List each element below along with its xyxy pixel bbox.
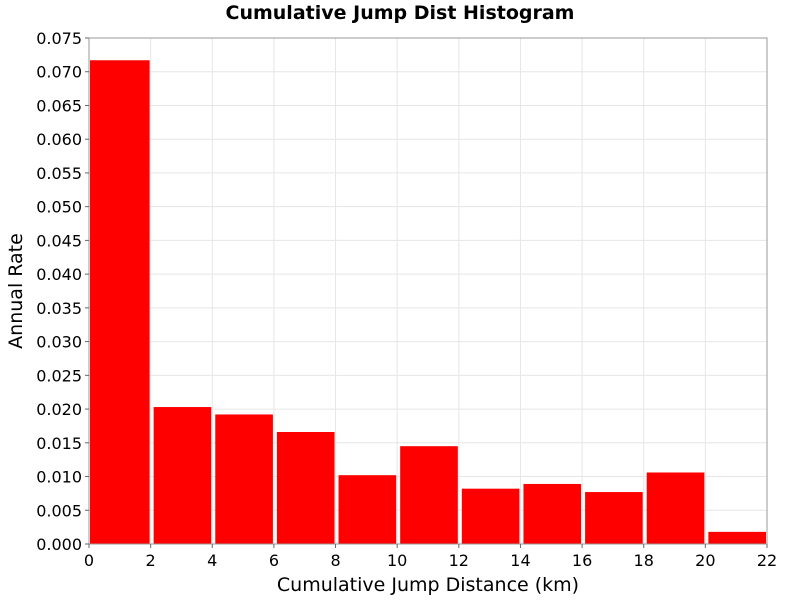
x-tick-label: 10 [387, 551, 407, 570]
x-tick-label: 16 [572, 551, 592, 570]
y-tick-label: 0.060 [36, 130, 82, 149]
histogram-bar [646, 472, 705, 544]
histogram-bar [276, 432, 335, 544]
y-tick-label: 0.005 [36, 501, 82, 520]
histogram-bar [153, 407, 212, 544]
histogram-bar [338, 475, 397, 544]
x-tick-label: 4 [207, 551, 217, 570]
x-tick-label: 8 [330, 551, 340, 570]
x-tick-label: 22 [757, 551, 777, 570]
y-axis-label: Annual Rate [5, 233, 27, 349]
histogram-bar [215, 414, 273, 544]
histogram-bar [523, 483, 582, 544]
x-axis-label: Cumulative Jump Distance (km) [277, 574, 579, 596]
x-tick-label: 18 [634, 551, 654, 570]
y-tick-label: 0.015 [36, 434, 82, 453]
x-tick-label: 0 [84, 551, 94, 570]
chart-title: Cumulative Jump Dist Histogram [225, 2, 575, 24]
x-tick-label: 2 [146, 551, 156, 570]
y-tick-label: 0.010 [36, 468, 82, 487]
y-tick-label: 0.055 [36, 164, 82, 183]
y-tick-label: 0.050 [36, 198, 82, 217]
y-tick-label: 0.035 [36, 299, 82, 318]
y-tick-label: 0.040 [36, 265, 82, 284]
bars [90, 60, 766, 544]
y-tick-label: 0.020 [36, 400, 82, 419]
x-tick-label: 20 [695, 551, 715, 570]
x-tick-label: 14 [510, 551, 530, 570]
histogram-bar [461, 488, 520, 544]
x-axis-ticks: 0 2 4 6 8 10 12 14 16 18 20 22 [84, 544, 777, 570]
y-tick-label: 0.030 [36, 333, 82, 352]
y-tick-label: 0.045 [36, 231, 82, 250]
histogram-bar [90, 60, 150, 544]
x-tick-label: 6 [269, 551, 279, 570]
y-tick-label: 0.000 [36, 535, 82, 554]
histogram-bar [585, 492, 643, 544]
y-tick-label: 0.025 [36, 366, 82, 385]
x-tick-label: 12 [449, 551, 469, 570]
plot-frame [88, 37, 768, 545]
y-tick-label: 0.070 [36, 63, 82, 82]
histogram-bar [708, 531, 766, 544]
y-axis-ticks: 0.000 0.005 0.010 0.015 0.020 0.025 0.030 0.035… [36, 29, 89, 554]
y-tick-label: 0.075 [36, 29, 82, 48]
y-tick-label: 0.065 [36, 96, 82, 115]
histogram-bar [400, 446, 458, 544]
